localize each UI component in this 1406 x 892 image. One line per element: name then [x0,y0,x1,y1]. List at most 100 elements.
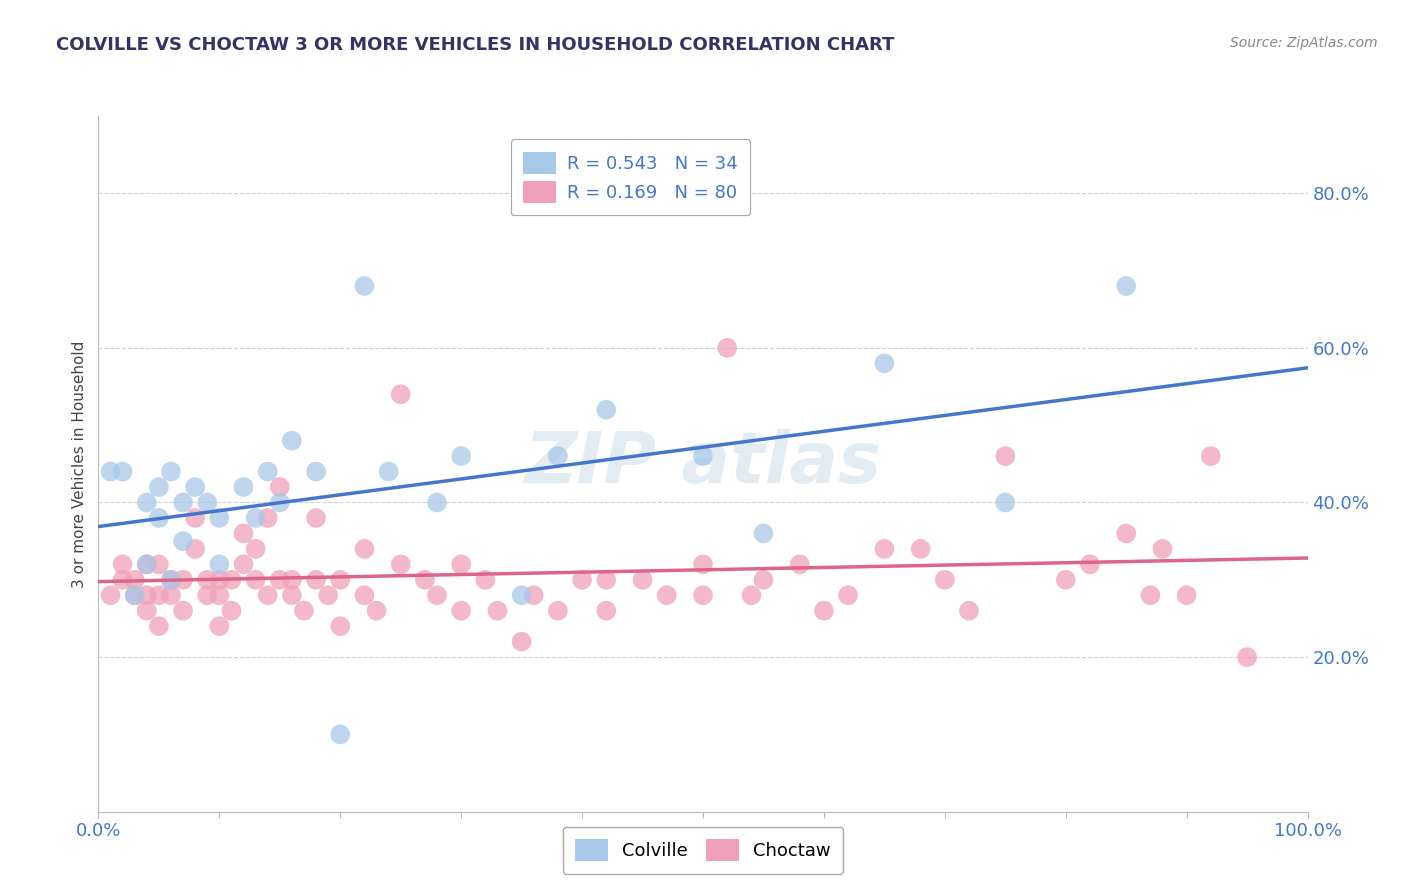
Point [172,534,194,549]
Point [232,480,254,494]
Point [377,465,399,479]
Point [172,604,194,618]
Point [631,573,654,587]
Point [595,573,617,587]
Point [316,588,339,602]
Point [547,449,569,463]
Point [1175,588,1198,602]
Point [873,541,896,556]
Point [655,588,678,602]
Point [692,449,714,463]
Point [135,558,157,572]
Point [184,541,207,556]
Point [389,558,412,572]
Point [148,588,170,602]
Point [208,619,231,633]
Point [208,588,231,602]
Point [450,558,472,572]
Point [245,511,267,525]
Point [450,449,472,463]
Point [510,588,533,602]
Point [994,449,1017,463]
Point [281,573,304,587]
Point [269,495,291,509]
Point [486,604,509,618]
Point [195,573,218,587]
Point [100,588,122,602]
Text: ZIP atlas: ZIP atlas [524,429,882,499]
Point [353,279,375,293]
Legend: R = 0.543   N = 34, R = 0.169   N = 80: R = 0.543 N = 34, R = 0.169 N = 80 [510,139,751,216]
Point [353,541,375,556]
Point [148,558,170,572]
Point [135,558,157,572]
Point [450,604,472,618]
Point [692,558,714,572]
Point [510,634,533,648]
Point [547,604,569,618]
Point [523,588,546,602]
Point [135,495,157,509]
Point [413,573,436,587]
Point [1236,650,1258,665]
Point [571,573,593,587]
Point [813,604,835,618]
Point [111,465,134,479]
Point [910,541,932,556]
Point [426,495,449,509]
Point [752,526,775,541]
Point [172,495,194,509]
Point [160,588,183,602]
Point [124,588,146,602]
Point [184,511,207,525]
Point [100,465,122,479]
Point [148,511,170,525]
Point [256,465,278,479]
Point [245,541,267,556]
Point [269,573,291,587]
Point [160,465,183,479]
Point [329,727,352,741]
Point [1054,573,1077,587]
Point [232,558,254,572]
Point [245,573,267,587]
Point [292,604,315,618]
Point [595,402,617,417]
Point [281,434,304,448]
Point [692,588,714,602]
Point [957,604,980,618]
Point [789,558,811,572]
Point [148,480,170,494]
Point [934,573,956,587]
Point [124,588,146,602]
Point [305,511,328,525]
Point [1115,279,1137,293]
Point [305,465,328,479]
Point [389,387,412,401]
Point [256,511,278,525]
Point [111,573,134,587]
Point [148,619,170,633]
Text: Source: ZipAtlas.com: Source: ZipAtlas.com [1230,36,1378,50]
Point [135,604,157,618]
Point [160,573,183,587]
Point [281,588,304,602]
Point [232,526,254,541]
Point [426,588,449,602]
Point [305,573,328,587]
Point [208,558,231,572]
Point [329,573,352,587]
Point [329,619,352,633]
Point [184,480,207,494]
Point [1078,558,1101,572]
Point [474,573,496,587]
Point [994,495,1017,509]
Point [172,573,194,587]
Point [1115,526,1137,541]
Point [1139,588,1161,602]
Point [195,588,218,602]
Point [124,573,146,587]
Point [256,588,278,602]
Point [595,604,617,618]
Point [208,573,231,587]
